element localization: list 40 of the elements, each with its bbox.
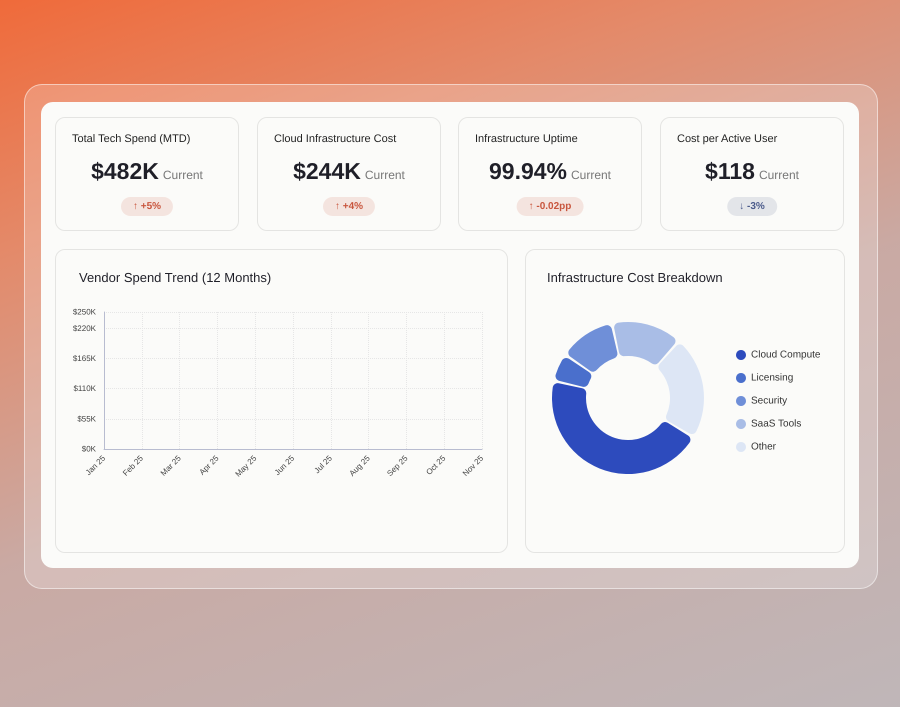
x-tick-label: Apr 25 bbox=[198, 453, 221, 477]
text: $118 bbox=[705, 158, 755, 184]
chart-title: Infrastructure Cost Breakdown bbox=[547, 270, 723, 285]
text: $244K bbox=[293, 158, 361, 184]
text: Current bbox=[364, 168, 405, 182]
text: Current bbox=[571, 168, 612, 182]
text: Current bbox=[162, 168, 203, 182]
text: Cloud Infrastructure Cost bbox=[274, 133, 396, 145]
y-tick-label: $0K bbox=[82, 444, 97, 454]
chart-title: Vendor Spend Trend (12 Months) bbox=[79, 270, 272, 285]
x-tick-label: Jun 25 bbox=[272, 453, 297, 478]
x-tick-label: Jul 25 bbox=[312, 453, 334, 476]
x-tick-label: Nov 25 bbox=[460, 453, 486, 478]
text: ↑ +5% bbox=[120, 197, 174, 216]
x-tick-label: May 25 bbox=[234, 453, 259, 479]
text: ↑ -0.02pp bbox=[516, 197, 584, 216]
text: $482K bbox=[91, 158, 159, 184]
text: ↓ -3% bbox=[727, 197, 777, 216]
legend-label: SaaS Tools bbox=[751, 418, 802, 430]
legend-label: Licensing bbox=[751, 372, 794, 384]
x-tick-label: Feb 25 bbox=[121, 453, 146, 478]
text: Total Tech Spend (MTD) bbox=[72, 133, 190, 145]
y-tick-label: $165K bbox=[72, 354, 97, 364]
legend-label: Security bbox=[751, 396, 788, 406]
legend-label: Cloud Compute bbox=[751, 350, 821, 360]
y-tick-label: $110K bbox=[73, 384, 97, 394]
y-tick-label: $55K bbox=[77, 414, 97, 424]
text: ↑ +4% bbox=[322, 197, 376, 216]
text: Current bbox=[758, 168, 799, 182]
x-tick-label: Aug 25 bbox=[348, 453, 372, 478]
text: Infrastructure Uptime bbox=[475, 133, 578, 145]
legend-label: Other bbox=[751, 442, 777, 452]
y-tick-label: $220K bbox=[72, 324, 97, 333]
x-tick-label: Mar 25 bbox=[158, 453, 184, 478]
x-tick-label: Sep 25 bbox=[385, 453, 410, 478]
x-tick-label: Oct 25 bbox=[424, 453, 448, 477]
y-tick-label: $250K bbox=[72, 308, 97, 316]
text: Cost per Active User bbox=[677, 133, 778, 145]
text: 99.94% bbox=[488, 158, 567, 184]
x-tick-label: Jan 25 bbox=[84, 453, 108, 478]
